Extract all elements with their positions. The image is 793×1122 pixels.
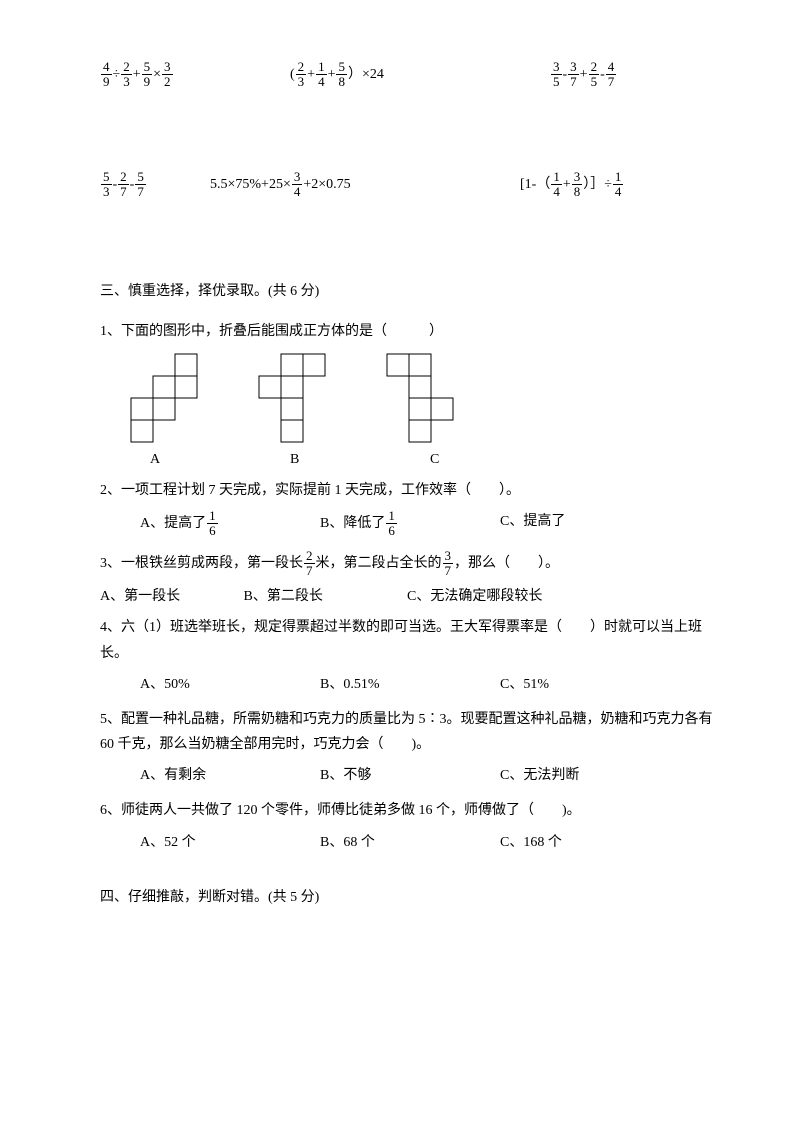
fraction: 34 [292,170,303,200]
q2-opt-a: A、提高了16 [140,509,320,539]
net-c-icon [386,353,454,443]
fraction: 47 [606,60,617,90]
fraction: 14 [613,170,624,200]
fraction: 53 [101,170,112,200]
fraction: 27 [118,170,129,200]
q2-opt-b: B、降低了16 [320,509,500,539]
q6-options: A、52 个 B、68 个 C、168 个 [140,830,713,855]
q2-options: A、提高了16 B、降低了16 C、提高了 [140,509,713,539]
shape-b [258,353,326,443]
eq-1c: 35-37+25-47 [550,60,713,90]
q5-opt-c: C、无法判断 [500,763,680,788]
net-b-icon [258,353,326,443]
shape-labels: A B C [150,447,713,472]
label-c: C [430,447,570,472]
fraction: 38 [572,170,583,200]
fraction: 16 [207,509,218,539]
fraction: 59 [142,60,153,90]
fraction: 58 [336,60,347,90]
eq-2a: 53-27-57 [100,170,210,200]
question-1: 1、下面的图形中，折叠后能围成正方体的是（ ） [100,319,713,344]
equation-row-2: 53-27-57 5.5×75%+25×34+2×0.75 [1-（14+38）… [100,170,713,200]
q6-opt-b: B、68 个 [320,830,500,855]
q4-options: A、50% B、0.51% C、51% [140,672,713,697]
shape-c [386,353,454,443]
shape-a [130,353,198,443]
q4-opt-c: C、51% [500,672,680,697]
fraction: 32 [162,60,173,90]
eq-1b: (23+14+58）×24 [290,60,550,90]
q3-options: A、第一段长 B、第二段长 C、无法确定哪段较长 [100,584,713,609]
fraction: 25 [589,60,600,90]
fraction: 23 [296,60,307,90]
fraction: 14 [551,170,562,200]
question-4: 4、六（1）班选举班长，规定得票超过半数的即可当选。王大军得票率是（ ）时就可以… [100,615,713,665]
fraction: 27 [304,549,315,579]
eq-1a: 49÷23+59×32 [100,60,290,90]
q4-opt-a: A、50% [140,672,320,697]
q6-opt-a: A、52 个 [140,830,320,855]
q4-opt-b: B、0.51% [320,672,500,697]
fraction: 37 [443,549,454,579]
label-b: B [290,447,430,472]
fraction: 14 [316,60,327,90]
q5-opt-b: B、不够 [320,763,500,788]
fraction: 37 [568,60,579,90]
cube-net-shapes [130,353,713,443]
q2-opt-c: C、提高了 [500,509,680,539]
eq-2b: 5.5×75%+25×34+2×0.75 [210,170,520,200]
question-3: 3、一根铁丝剪成两段，第一段长27米，第二段占全长的37，那么（ ）。 [100,549,713,579]
equation-row-1: 49÷23+59×32 (23+14+58）×24 35-37+25-47 [100,60,713,90]
eq-2c: [1-（14+38）］÷14 [520,170,713,200]
q3-opt-a: A、第一段长 [100,584,240,609]
q3-opt-c: C、无法确定哪段较长 [407,589,542,604]
q3-opt-b: B、第二段长 [244,584,404,609]
fraction: 57 [135,170,146,200]
net-a-icon [130,353,198,443]
question-6: 6、师徒两人一共做了 120 个零件，师傅比徒弟多做 16 个，师傅做了（ )。 [100,798,713,823]
fraction: 35 [551,60,562,90]
section-4-title: 四、仔细推敲，判断对错。(共 5 分) [100,885,713,910]
q5-options: A、有剩余 B、不够 C、无法判断 [140,763,713,788]
q5-opt-a: A、有剩余 [140,763,320,788]
section-3-title: 三、慎重选择，择优录取。(共 6 分) [100,279,713,304]
question-5: 5、配置一种礼品糖，所需奶糖和巧克力的质量比为 5∶3。现要配置这种礼品糖，奶糖… [100,707,713,757]
fraction: 16 [386,509,397,539]
q6-opt-c: C、168 个 [500,830,680,855]
question-2: 2、一项工程计划 7 天完成，实际提前 1 天完成，工作效率（ ）。 [100,478,713,503]
label-a: A [150,447,290,472]
fraction: 49 [101,60,112,90]
fraction: 23 [121,60,132,90]
